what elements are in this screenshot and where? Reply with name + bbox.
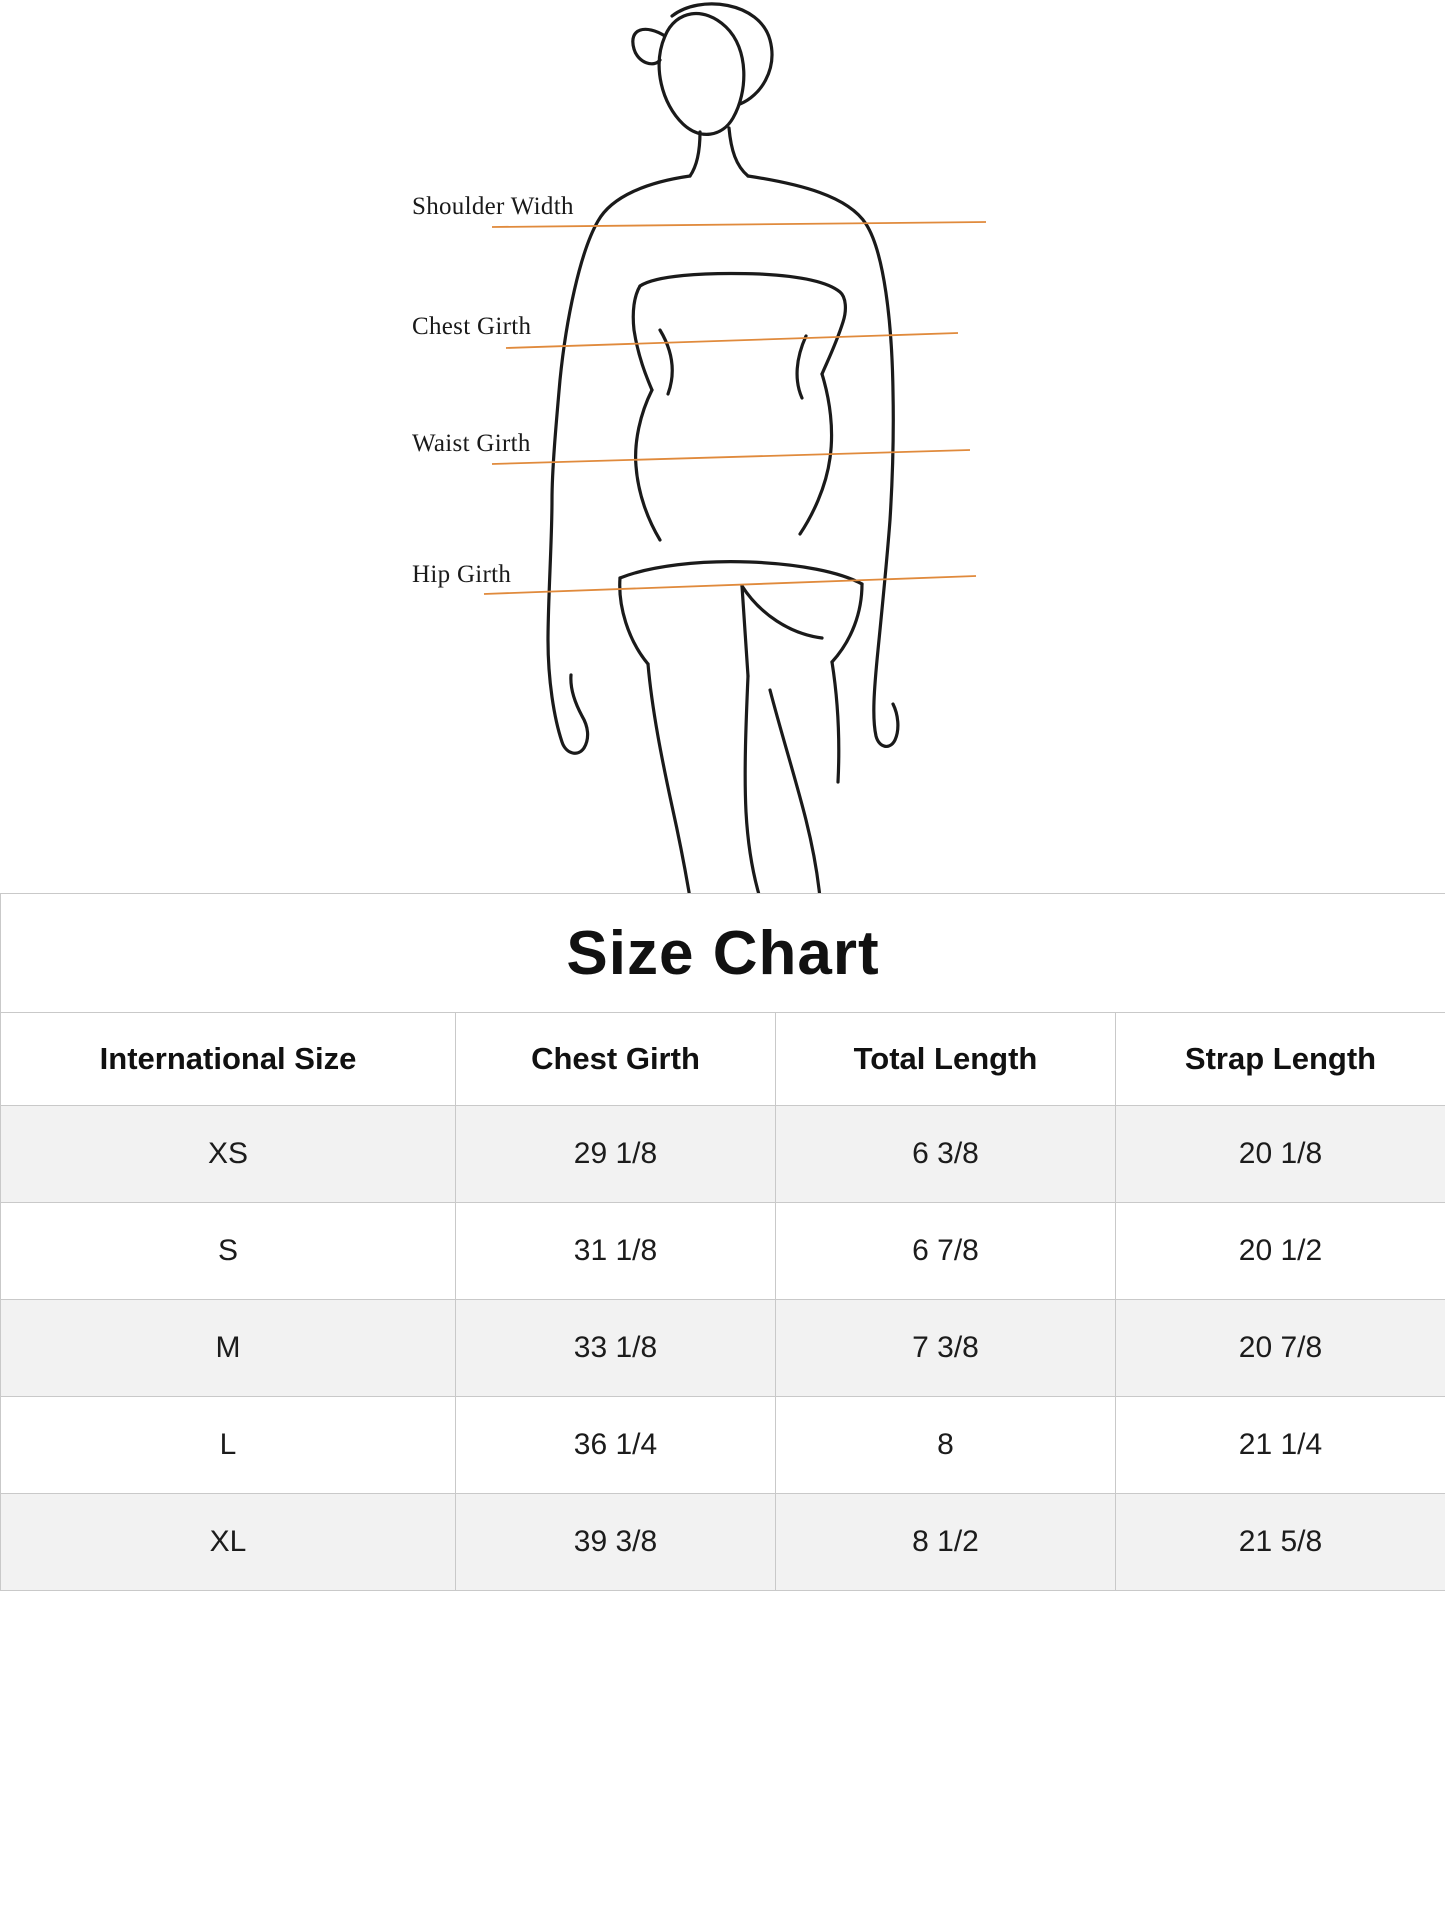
size-chart-title: Size Chart	[0, 893, 1445, 1013]
cell-chest-girth: 33 1/8	[455, 1299, 776, 1397]
cell-chest-girth: 29 1/8	[455, 1105, 776, 1203]
cell-strap-length: 21 1/4	[1114, 1396, 1445, 1494]
table-title-row: Size Chart	[0, 893, 1445, 1013]
cell-strap-length: 20 1/2	[1114, 1202, 1445, 1300]
cell-total-length: 8	[775, 1396, 1116, 1494]
table-row: M 33 1/8 7 3/8 20 7/8	[0, 1299, 1445, 1397]
cell-total-length: 6 7/8	[775, 1202, 1116, 1300]
table-row: XL 39 3/8 8 1/2 21 5/8	[0, 1493, 1445, 1591]
size-chart-table-wrapper: Size Chart International Size Chest Girt…	[0, 893, 1445, 1591]
cell-size: L	[0, 1396, 456, 1494]
measurement-label-chest-girth: Chest Girth	[412, 313, 532, 340]
measurement-label-waist-girth: Waist Girth	[412, 430, 531, 457]
cell-total-length: 7 3/8	[775, 1299, 1116, 1397]
cell-chest-girth: 36 1/4	[455, 1396, 776, 1494]
table-row: L 36 1/4 8 21 1/4	[0, 1396, 1445, 1494]
cell-size: XL	[0, 1493, 456, 1591]
column-header-international-size: International Size	[0, 1012, 456, 1106]
table-row: XS 29 1/8 6 3/8 20 1/8	[0, 1105, 1445, 1203]
column-header-chest-girth: Chest Girth	[455, 1012, 776, 1106]
leader-line-shoulder	[491, 221, 987, 228]
cell-strap-length: 20 1/8	[1114, 1105, 1445, 1203]
cell-strap-length: 21 5/8	[1114, 1493, 1445, 1591]
column-header-total-length: Total Length	[775, 1012, 1116, 1106]
table-row: S 31 1/8 6 7/8 20 1/2	[0, 1202, 1445, 1300]
measurement-label-shoulder-width: Shoulder Width	[412, 193, 574, 220]
cell-chest-girth: 31 1/8	[455, 1202, 776, 1300]
cell-size: M	[0, 1299, 456, 1397]
cell-chest-girth: 39 3/8	[455, 1493, 776, 1591]
cell-total-length: 8 1/2	[775, 1493, 1116, 1591]
figure-illustration-area: Shoulder Width Chest Girth Waist Girth H…	[0, 0, 1445, 900]
cell-total-length: 6 3/8	[775, 1105, 1116, 1203]
female-body-outline-icon	[483, 2, 987, 900]
cell-strap-length: 20 7/8	[1114, 1299, 1445, 1397]
column-header-strap-length: Strap Length	[1114, 1012, 1445, 1106]
leader-line-chest	[505, 332, 959, 349]
leader-line-hip	[483, 575, 977, 595]
cell-size: XS	[0, 1105, 456, 1203]
cell-size: S	[0, 1202, 456, 1300]
measurement-label-hip-girth: Hip Girth	[412, 561, 512, 588]
table-header-row: International Size Chest Girth Total Len…	[0, 1012, 1445, 1106]
size-chart-table: Size Chart International Size Chest Girt…	[0, 893, 1445, 1591]
leader-line-waist	[491, 449, 971, 465]
